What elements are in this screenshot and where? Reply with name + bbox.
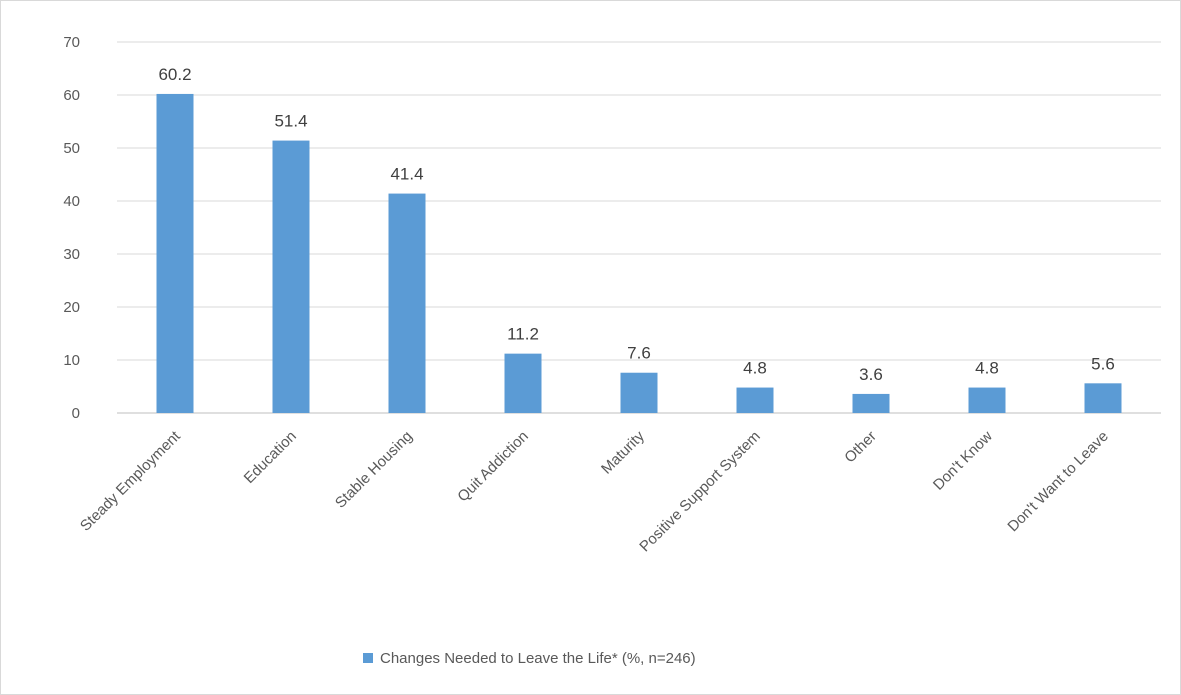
bar (1084, 383, 1122, 413)
y-tick-label: 50 (63, 140, 80, 157)
data-label: 51.4 (274, 112, 307, 131)
legend-label: Changes Needed to Leave the Life* (%, n=… (380, 650, 696, 667)
category-label: Steady Employment (77, 427, 185, 535)
y-tick-label: 30 (63, 246, 80, 263)
y-tick-label: 60 (63, 87, 80, 104)
bar (504, 353, 542, 413)
category-label: Stable Housing (332, 428, 416, 512)
bar (620, 372, 658, 413)
category-label: Education (241, 428, 300, 487)
data-label: 11.2 (507, 325, 539, 344)
data-label: 4.8 (975, 359, 999, 378)
category-label: Positive Support System (636, 428, 764, 556)
y-axis-ticks: 0 10 20 30 40 50 60 70 (63, 34, 80, 422)
category-label: Quit Addiction (454, 428, 531, 505)
data-label: 60.2 (158, 65, 191, 84)
y-tick-label: 40 (63, 193, 80, 210)
data-label: 5.6 (1091, 354, 1115, 373)
x-axis-categories: Steady Employment Education Stable Housing… (77, 427, 1112, 555)
data-label: 41.4 (390, 165, 423, 184)
data-label: 7.6 (627, 344, 651, 363)
y-tick-label: 10 (63, 352, 80, 369)
bar (156, 93, 194, 413)
y-tick-label: 0 (72, 405, 80, 422)
bar (968, 387, 1006, 413)
data-label: 3.6 (859, 365, 883, 384)
data-label: 4.8 (743, 359, 767, 378)
bar (736, 387, 774, 413)
bar (272, 140, 310, 413)
category-label: Maturity (598, 427, 648, 477)
category-label: Other (841, 428, 880, 467)
category-label: Don't Want to Leave (1004, 428, 1111, 535)
bar (852, 393, 890, 413)
legend: Changes Needed to Leave the Life* (%, n=… (363, 650, 696, 667)
legend-swatch (363, 653, 373, 663)
data-labels: 60.2 51.4 41.4 11.2 7.6 4.8 3.6 4.8 5.6 (158, 65, 1114, 384)
y-tick-label: 70 (63, 34, 80, 51)
y-tick-label: 20 (63, 299, 80, 316)
bar (388, 193, 426, 413)
bars (156, 93, 1122, 413)
category-label: Don't Know (930, 428, 996, 494)
